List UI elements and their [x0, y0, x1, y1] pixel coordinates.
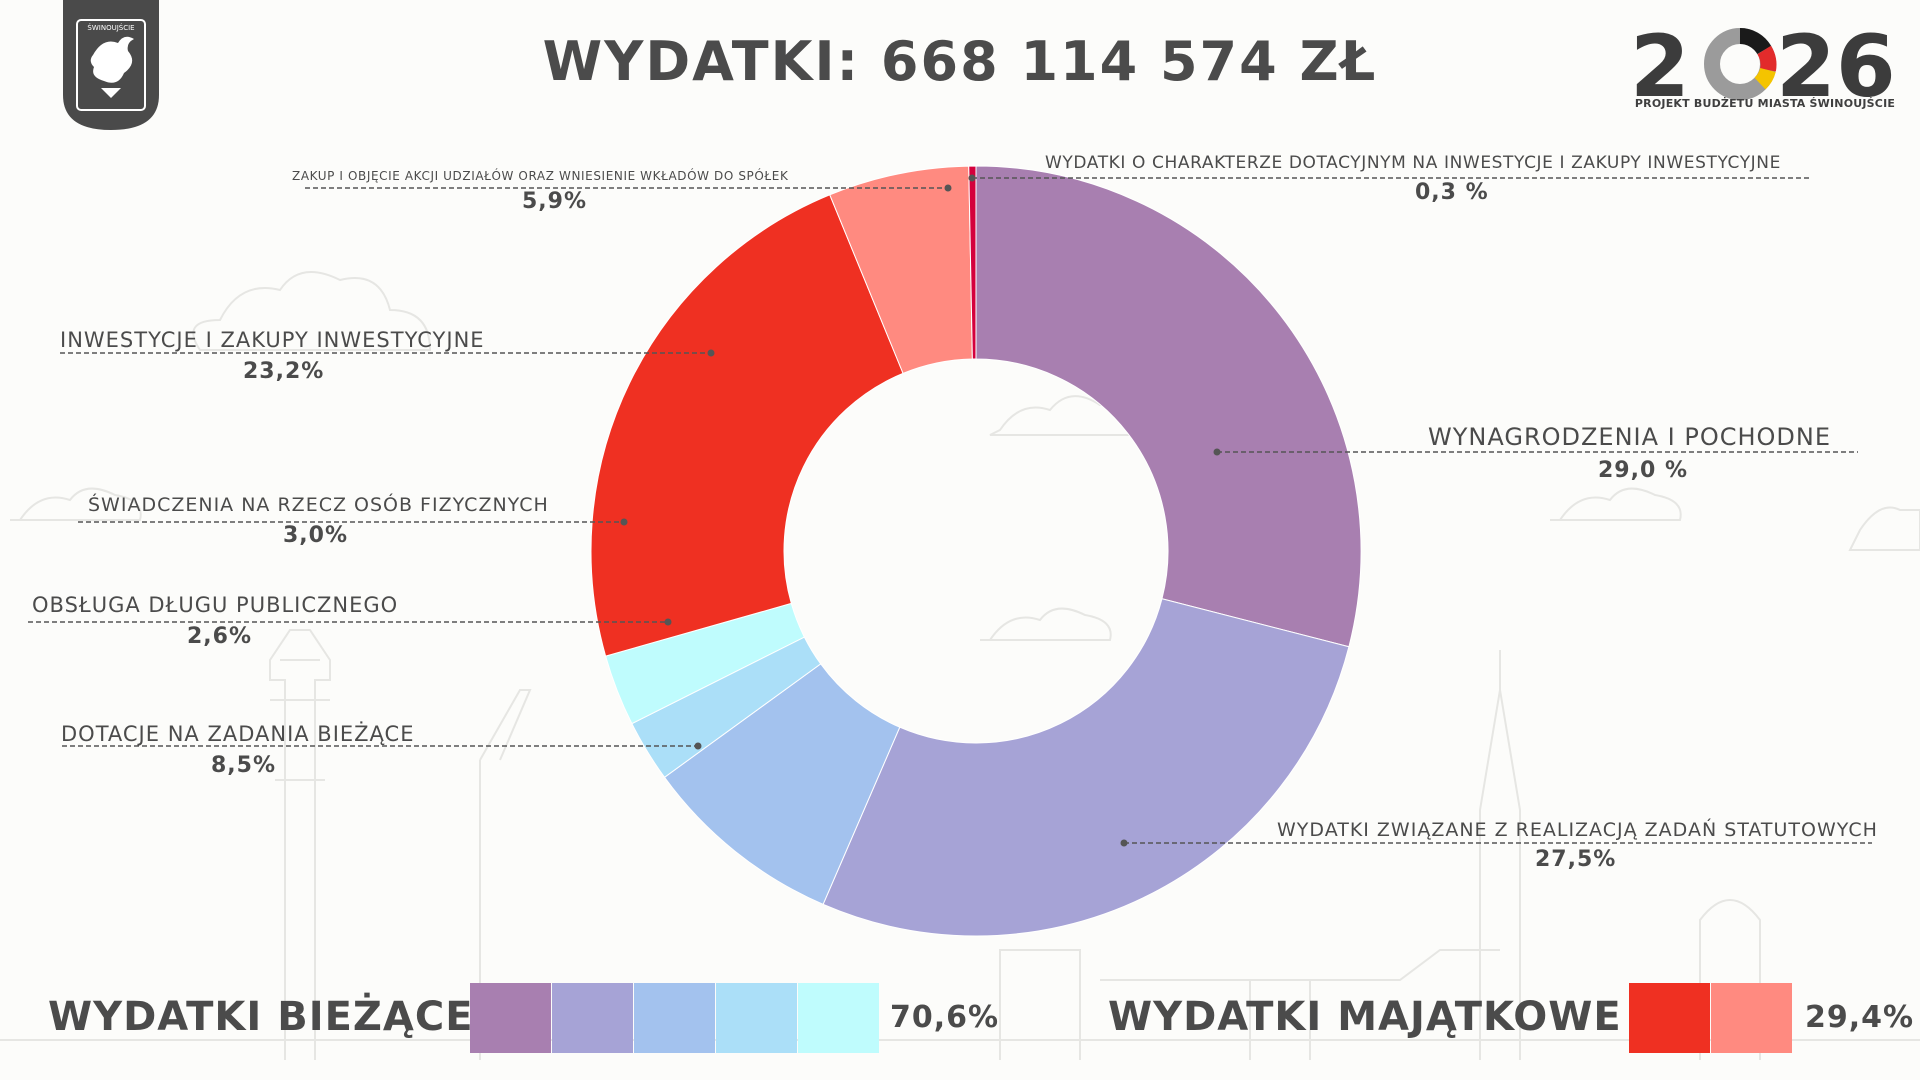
slice-label-3: OBSŁUGA DŁUGU PUBLICZNEGO: [32, 593, 399, 617]
leader-dot-0: [1213, 448, 1221, 456]
slice-percent-5: 23,2%: [243, 359, 325, 384]
slice-percent-7: 0,3 %: [1415, 180, 1489, 205]
leader-dot-7: [968, 174, 976, 182]
slice-percent-6: 5,9%: [522, 189, 588, 214]
current-expenses-percent: 70,6%: [890, 1000, 1000, 1035]
slice-percent-0: 29,0 %: [1598, 458, 1688, 483]
svg-text:2: 2: [1630, 22, 1690, 114]
slice-percent-4: 3,0%: [283, 523, 349, 548]
sw-current-swatch-4: [798, 983, 879, 1053]
leader-dot-3: [664, 618, 672, 626]
leader-dot-6: [944, 184, 952, 192]
sw-capital-swatch-0: [1629, 983, 1710, 1053]
slice-label-4: ŚWIADCZENIA NA RZECZ OSÓB FIZYCZNYCH: [88, 494, 549, 516]
donut-slice-7: [968, 165, 977, 360]
logo-zero-ring: [1704, 28, 1777, 100]
slice-label-6: ZAKUP I OBJĘCIE AKCJI UDZIAŁÓW ORAZ WNIE…: [292, 169, 789, 183]
logo-subtitle: PROJEKT BUDŻETU MIASTA ŚWINOUJŚCIE: [1634, 97, 1896, 110]
crest-city-name: ŚWINOUJŚCIE: [87, 23, 134, 32]
capital-expenses-title: WYDATKI MAJĄTKOWE: [1108, 994, 1622, 1040]
sw-current-swatch-1: [552, 983, 633, 1053]
donut-slice-1: [822, 598, 1350, 937]
sw-current-swatch-0: [470, 983, 551, 1053]
current-expenses-title: WYDATKI BIEŻĄCE: [48, 994, 474, 1040]
leader-dot-5: [707, 349, 715, 357]
leader-dot-2: [694, 742, 702, 750]
slice-label-7: WYDATKI O CHARAKTERZE DOTACYJNYM NA INWE…: [1045, 153, 1781, 173]
slice-percent-1: 27,5%: [1535, 847, 1617, 872]
slice-label-0: WYNAGRODZENIA I POCHODNE: [1428, 423, 1832, 451]
donut-slice-5: [590, 194, 904, 657]
slice-label-1: WYDATKI ZWIĄZANE Z REALIZACJĄ ZADAŃ STAT…: [1277, 819, 1878, 841]
slice-label-2: DOTACJE NA ZADANIA BIEŻĄCE: [61, 722, 415, 746]
sw-current-swatch-2: [634, 983, 715, 1053]
city-crest-logo: ŚWINOUJŚCIE: [63, 0, 159, 130]
slice-label-5: INWESTYCJE I ZAKUPY INWESTYCYJNE: [60, 328, 485, 352]
leader-dot-1: [1120, 839, 1128, 847]
sw-current-swatch-3: [716, 983, 797, 1053]
slice-percent-3: 2,6%: [187, 624, 253, 649]
capital-expenses-percent: 29,4%: [1805, 1000, 1915, 1035]
slice-percent-2: 8,5%: [211, 753, 277, 778]
svg-text:26: 26: [1776, 22, 1896, 114]
page-title: WYDATKI: 668 114 574 ZŁ: [542, 30, 1378, 93]
donut-slice-0: [975, 165, 1362, 648]
budget-2026-logo: 2 26: [1630, 22, 1896, 114]
sw-capital-swatch-1: [1711, 983, 1792, 1053]
leader-dot-4: [620, 518, 628, 526]
